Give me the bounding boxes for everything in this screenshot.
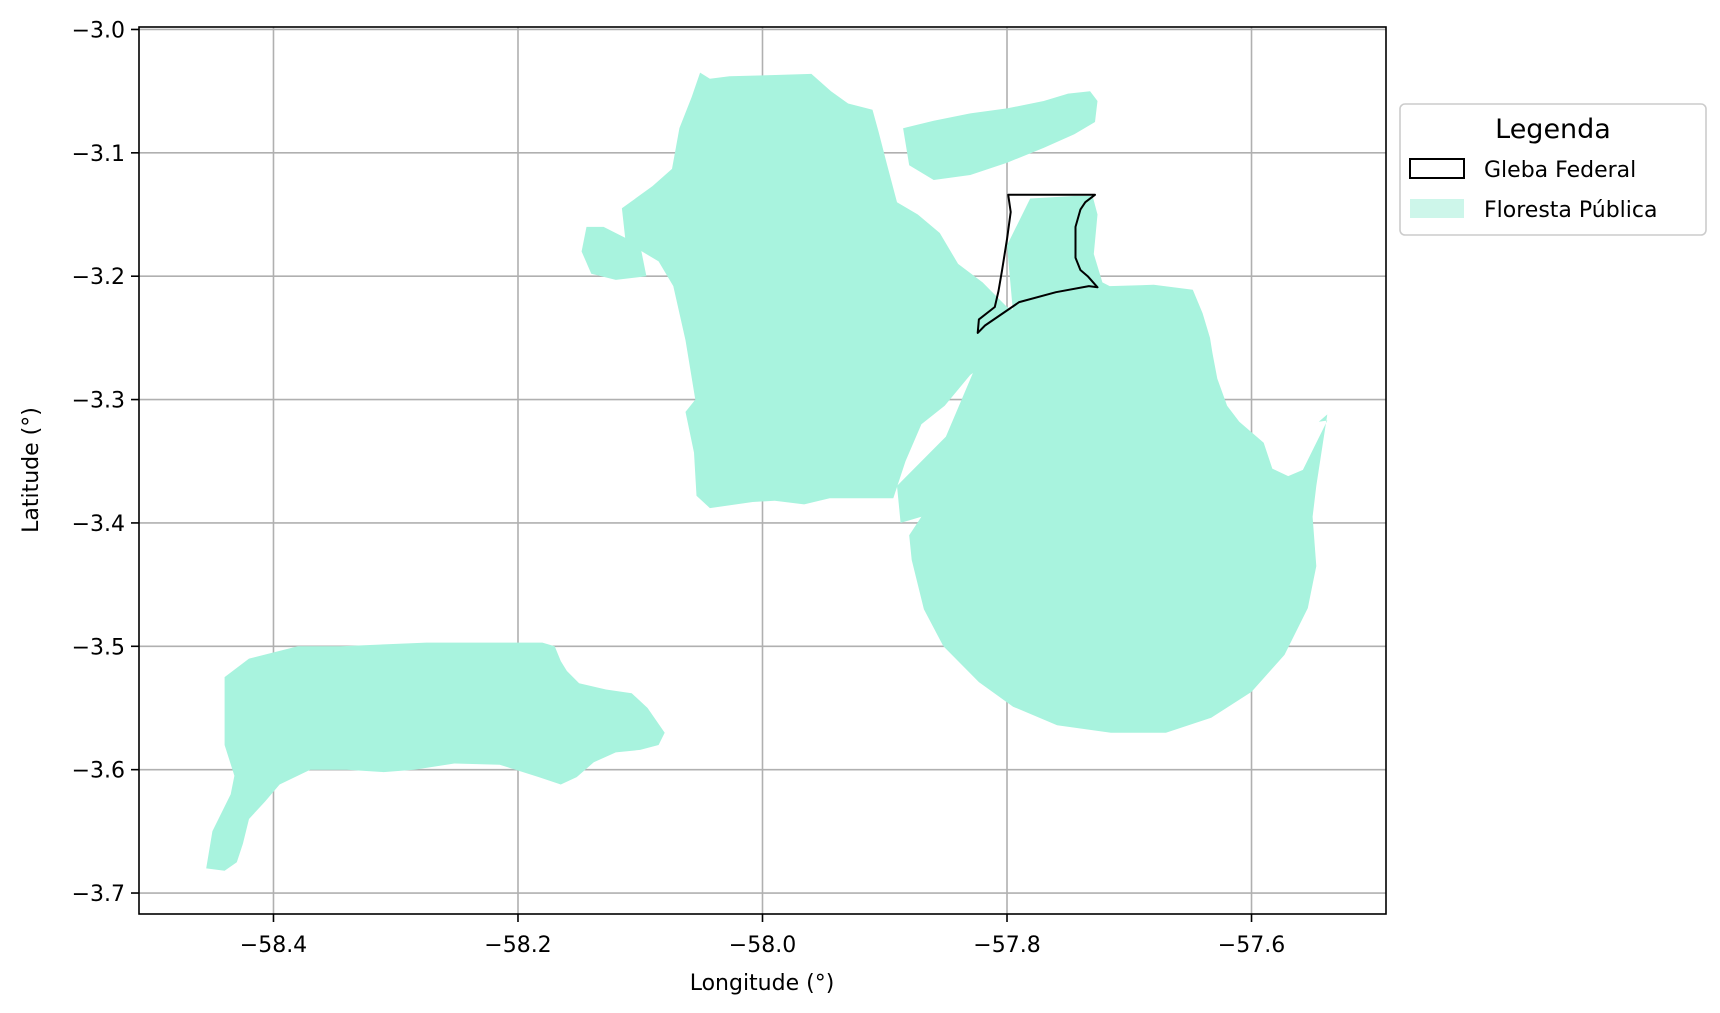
- legend-item-gleba-federal: Gleba Federal: [1409, 158, 1636, 183]
- y-tick-label: −3.2: [72, 265, 125, 290]
- gleba-federal-layer: [976, 193, 1099, 334]
- y-axis-label: Latitude (°): [19, 407, 44, 533]
- legend-frame: [1399, 103, 1707, 236]
- y-tick-label: −3.4: [72, 512, 125, 537]
- plot-area: [138, 26, 1387, 915]
- y-axis: −3.0 −3.1 −3.2 −3.3 −3.4 −3.5 −3.6 −3.7: [72, 18, 139, 907]
- x-axis-label: Longitude (°): [690, 971, 835, 996]
- floresta-publica-polygon-4: [206, 642, 665, 871]
- floresta-publica-layer: [206, 72, 1328, 871]
- floresta-publica-polygon-2: [897, 196, 1328, 733]
- y-tick-label: −3.1: [72, 142, 125, 167]
- x-tick-label: −58.4: [240, 933, 307, 958]
- floresta-publica-polygon-0: [621, 72, 1081, 509]
- legend-label-gleba-federal: Gleba Federal: [1484, 158, 1636, 183]
- legend-title: Legenda: [1495, 114, 1611, 145]
- y-tick-label: −3.6: [72, 759, 125, 784]
- floresta-publica-polygon-1: [903, 91, 1098, 180]
- y-tick-label: −3.3: [72, 389, 125, 414]
- x-axis: −58.4 −58.2 −58.0 −57.8 −57.6: [240, 914, 1285, 958]
- floresta-publica-polygon-3: [581, 226, 647, 280]
- legend-label-floresta-publica: Floresta Pública: [1484, 198, 1657, 223]
- x-tick-label: −58.0: [729, 933, 796, 958]
- legend-swatch-gleba-federal: [1409, 158, 1465, 179]
- legend-swatch-floresta-publica: [1410, 199, 1464, 218]
- y-tick-label: −3.7: [72, 882, 125, 907]
- x-tick-label: −58.2: [484, 933, 551, 958]
- x-tick-label: −57.6: [1218, 933, 1285, 958]
- y-tick-label: −3.5: [72, 635, 125, 660]
- x-tick-label: −57.8: [973, 933, 1040, 958]
- y-tick-label: −3.0: [72, 18, 125, 43]
- legend-item-floresta-publica: Floresta Pública: [1410, 198, 1657, 223]
- gleba-federal-polygon-0: [976, 193, 1099, 334]
- legend: Legenda Gleba Federal Floresta Pública: [1399, 103, 1707, 236]
